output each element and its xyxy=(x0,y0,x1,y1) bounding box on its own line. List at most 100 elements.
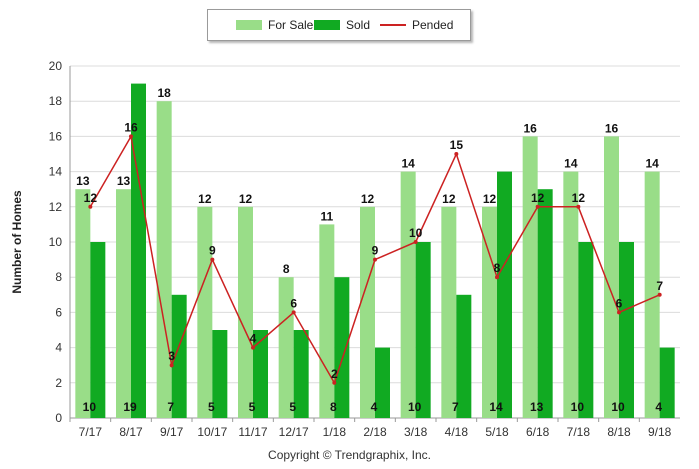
data-label-pended: 12 xyxy=(531,191,545,205)
bar-sold xyxy=(456,294,472,418)
bar-for-sale xyxy=(116,189,131,418)
data-label-sold: 13 xyxy=(530,400,544,414)
data-label-pended: 12 xyxy=(572,191,586,205)
data-label-for-sale: 12 xyxy=(483,192,497,206)
point-pended xyxy=(454,152,459,156)
point-pended xyxy=(535,204,540,209)
y-axis-title: Number of Homes xyxy=(10,190,24,294)
point-pended xyxy=(210,257,215,262)
bar-sold xyxy=(619,242,634,418)
data-label-pended: 9 xyxy=(209,244,216,258)
data-label-pended: 10 xyxy=(409,226,423,240)
bar-sold xyxy=(293,330,309,418)
data-label-for-sale: 12 xyxy=(239,192,253,206)
bar-sold xyxy=(578,242,594,418)
data-label-for-sale: 13 xyxy=(117,174,131,188)
x-tick-label: 8/18 xyxy=(607,425,631,439)
x-tick-label: 7/17 xyxy=(79,425,103,439)
data-label-sold: 4 xyxy=(371,400,378,414)
y-tick-label: 4 xyxy=(55,341,62,355)
copyright: Copyright © Trendgraphix, Inc. xyxy=(268,448,431,462)
bar-for-sale xyxy=(278,277,294,418)
data-label-sold: 5 xyxy=(208,400,215,414)
x-tick-label: 6/18 xyxy=(526,425,550,439)
bar-sold xyxy=(253,330,268,418)
data-label-sold: 10 xyxy=(571,400,585,414)
data-label-sold: 7 xyxy=(452,400,459,414)
bar-for-sale xyxy=(197,206,213,418)
data-label-for-sale: 18 xyxy=(157,86,171,100)
bar-sold xyxy=(497,171,512,418)
bar-for-sale xyxy=(482,206,497,418)
data-label-pended: 3 xyxy=(168,349,175,363)
x-tick-label: 12/17 xyxy=(279,425,309,439)
x-tick-label: 9/18 xyxy=(648,425,672,439)
point-pended xyxy=(657,292,662,297)
data-label-pended: 7 xyxy=(656,279,663,293)
bar-for-sale xyxy=(360,206,375,418)
data-label-sold: 7 xyxy=(167,400,174,414)
x-tick-label: 11/17 xyxy=(238,425,267,439)
y-tick-label: 14 xyxy=(49,165,63,179)
bar-for-sale xyxy=(522,136,538,418)
bar-for-sale xyxy=(604,136,619,418)
x-tick-label: 4/18 xyxy=(445,425,469,439)
point-pended xyxy=(251,345,255,350)
data-label-for-sale: 14 xyxy=(401,157,415,171)
data-label-for-sale: 11 xyxy=(320,209,333,223)
legend-label-for-sale: For Sale xyxy=(268,18,314,32)
point-pended xyxy=(373,257,377,262)
bar-sold xyxy=(90,242,106,418)
bar-sold xyxy=(659,347,675,418)
bar-sold xyxy=(415,242,431,418)
y-tick-label: 18 xyxy=(49,94,63,108)
data-label-for-sale: 16 xyxy=(523,121,537,135)
point-pended xyxy=(413,240,418,244)
bar-for-sale xyxy=(441,206,457,418)
data-label-pended: 12 xyxy=(84,191,98,205)
pended-swatch xyxy=(380,24,406,26)
bar-for-sale xyxy=(75,189,91,418)
bar-sold xyxy=(537,189,553,418)
bar-sold xyxy=(212,330,228,418)
point-pended xyxy=(169,363,174,368)
data-label-pended: 16 xyxy=(124,120,138,134)
data-label-sold: 10 xyxy=(611,400,625,414)
for-sale-swatch xyxy=(236,20,262,30)
point-pended xyxy=(291,310,296,315)
data-label-sold: 4 xyxy=(655,400,662,414)
data-label-for-sale: 16 xyxy=(605,121,619,135)
bar-sold xyxy=(171,294,187,418)
data-label-sold: 8 xyxy=(330,400,337,414)
y-axis-title-wrap: Number of Homes xyxy=(2,0,32,469)
point-pended xyxy=(617,310,621,315)
bar-for-sale xyxy=(238,206,253,418)
data-label-sold: 14 xyxy=(489,400,503,414)
x-tick-label: 9/17 xyxy=(160,425,184,439)
data-label-sold: 5 xyxy=(249,400,256,414)
point-pended xyxy=(332,380,337,385)
y-tick-label: 12 xyxy=(49,200,63,214)
x-tick-label: 7/18 xyxy=(567,425,591,439)
data-label-for-sale: 12 xyxy=(361,192,375,206)
data-label-pended: 6 xyxy=(616,296,623,310)
data-label-pended: 6 xyxy=(290,296,297,310)
x-tick-label: 2/18 xyxy=(363,425,387,439)
x-tick-label: 5/18 xyxy=(485,425,509,439)
bar-sold xyxy=(334,277,350,418)
legend-label-sold: Sold xyxy=(346,18,371,32)
x-tick-label: 1/18 xyxy=(323,425,347,439)
bar-sold xyxy=(375,347,390,418)
data-label-pended: 9 xyxy=(372,244,379,258)
data-label-for-sale: 12 xyxy=(198,192,212,206)
sold-swatch xyxy=(314,20,340,30)
data-label-sold: 10 xyxy=(83,400,97,414)
data-label-pended: 2 xyxy=(331,367,338,381)
y-tick-label: 8 xyxy=(55,270,62,284)
y-tick-label: 6 xyxy=(55,305,62,319)
legend-item-for-sale: For Sale xyxy=(236,10,313,40)
data-label-pended: 4 xyxy=(250,332,257,346)
data-label-for-sale: 13 xyxy=(76,174,90,188)
data-label-sold: 10 xyxy=(408,400,422,414)
